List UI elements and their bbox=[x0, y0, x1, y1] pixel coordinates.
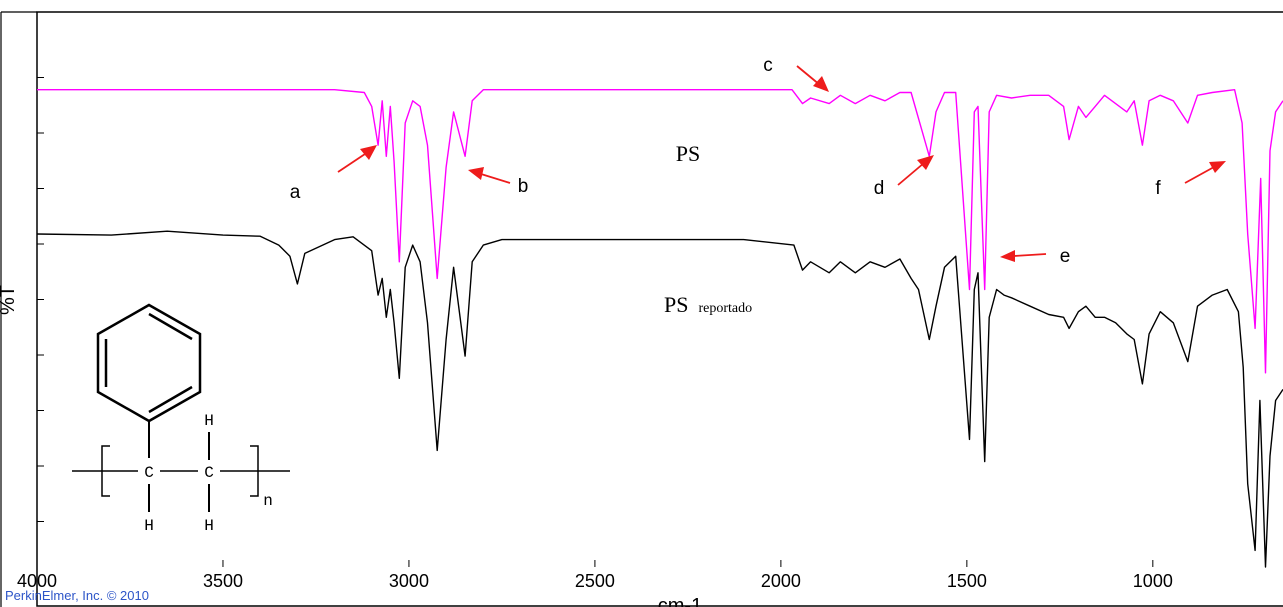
annotation-a: a bbox=[290, 182, 301, 203]
annotation-d: d bbox=[874, 178, 885, 199]
bracket-right bbox=[250, 445, 259, 497]
x-tick-label: 3500 bbox=[203, 571, 243, 591]
atom-h-bottom-right: H bbox=[204, 517, 214, 535]
series-label-ps-reported-main: PS bbox=[664, 292, 688, 317]
atom-h-top: H bbox=[204, 412, 214, 430]
polystyrene-structure bbox=[72, 303, 290, 512]
benzene-double-bond-2 bbox=[148, 312, 193, 341]
spectrum-series bbox=[36, 88, 1283, 568]
x-axis-title: cm-1 bbox=[658, 595, 702, 607]
atom-h-bottom-left: H bbox=[144, 517, 154, 535]
x-axis-ticks: 4000 3500 3000 2500 2000 1500 1000 bbox=[17, 560, 1173, 591]
y-axis-ticks bbox=[37, 77, 44, 522]
x-tick-label: 1500 bbox=[947, 571, 987, 591]
x-tick-label: 3000 bbox=[389, 571, 429, 591]
x-tick-label: 2000 bbox=[761, 571, 801, 591]
annotation-b: b bbox=[518, 176, 529, 197]
x-tick-label: 4000 bbox=[17, 571, 57, 591]
series-label-ps: PS bbox=[676, 141, 700, 166]
annotation-arrow-d bbox=[897, 155, 934, 186]
annotation-c: c bbox=[763, 55, 773, 76]
atom-c-1: C bbox=[144, 464, 154, 482]
benzene-ring bbox=[96, 303, 202, 423]
repeat-subscript: n bbox=[263, 492, 273, 510]
bracket-left bbox=[101, 445, 110, 497]
annotation-arrow-a bbox=[337, 145, 377, 173]
plot-frame bbox=[36, 11, 1283, 607]
series-label-ps-reported: PS reportado bbox=[664, 292, 752, 317]
series-label-ps-reported-sub: reportado bbox=[698, 301, 752, 316]
atom-c-2: C bbox=[204, 464, 214, 482]
annotation-arrows bbox=[337, 65, 1226, 262]
copyright-label: PerkinElmer, Inc. © 2010 bbox=[5, 588, 149, 603]
benzene-double-bond-3 bbox=[148, 385, 193, 414]
annotation-e: e bbox=[1060, 246, 1071, 267]
x-tick-label: 1000 bbox=[1133, 571, 1173, 591]
series-line-ps bbox=[37, 88, 1283, 374]
x-tick-label: 2500 bbox=[575, 571, 615, 591]
annotation-f: f bbox=[1155, 178, 1161, 199]
series-line-ps-reportado bbox=[36, 230, 1283, 568]
annotation-arrow-e bbox=[1000, 250, 1047, 262]
annotation-arrow-c bbox=[796, 65, 829, 92]
annotation-arrow-b bbox=[468, 167, 511, 184]
y-axis-title: %T bbox=[0, 285, 19, 315]
annotation-arrow-f bbox=[1184, 161, 1226, 184]
